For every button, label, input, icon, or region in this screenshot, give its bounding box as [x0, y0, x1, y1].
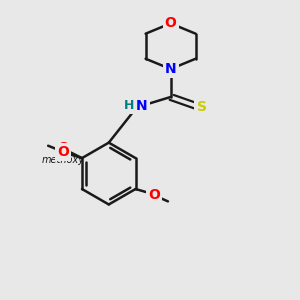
Text: N: N	[165, 62, 176, 76]
Text: O: O	[165, 16, 176, 30]
Text: S: S	[196, 100, 206, 114]
Text: N: N	[136, 99, 148, 113]
Text: methoxy: methoxy	[41, 155, 84, 166]
Text: O: O	[57, 145, 69, 159]
Text: H: H	[124, 99, 135, 112]
Text: O: O	[148, 188, 160, 202]
Text: O: O	[57, 141, 69, 155]
